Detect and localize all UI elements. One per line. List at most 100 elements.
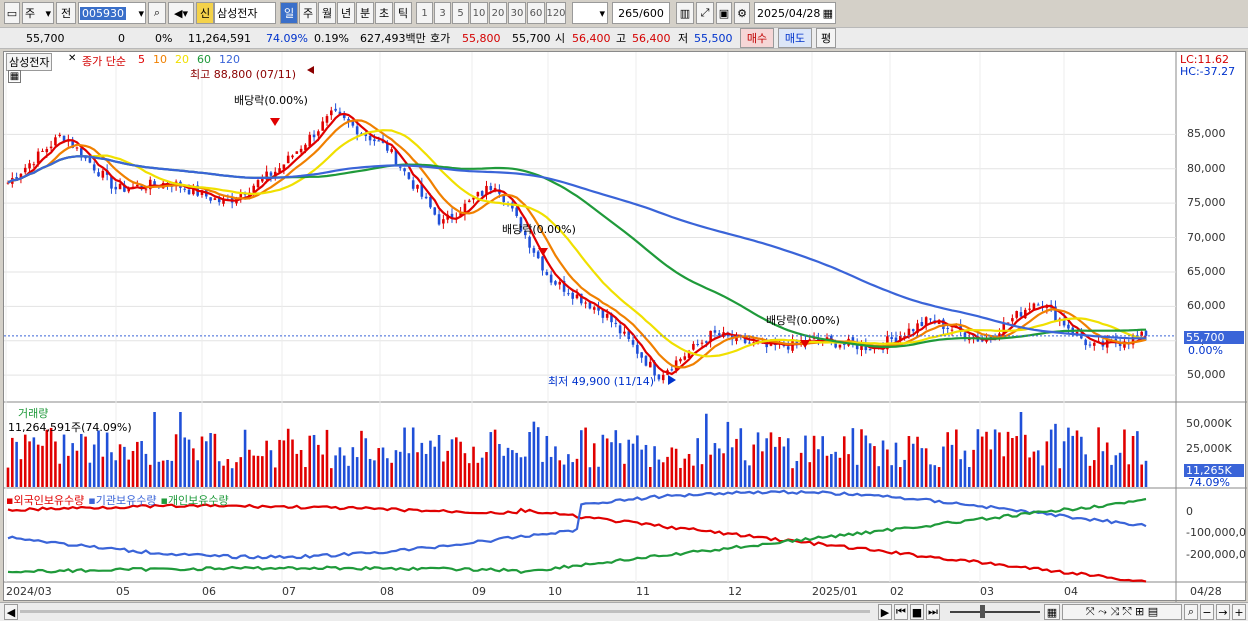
scrollbar-track[interactable] [20, 610, 870, 613]
volume-bar [347, 465, 350, 487]
period-button-4[interactable]: 분 [356, 2, 374, 24]
period-button-6[interactable]: 틱 [394, 2, 412, 24]
candle-body [101, 170, 105, 178]
volume-bar [730, 447, 734, 487]
period-button-0[interactable]: 일 [280, 2, 298, 24]
count-field[interactable]: 265/600 [612, 2, 670, 24]
sell-button[interactable]: 매도 [778, 28, 812, 48]
volume-bar [980, 436, 984, 487]
volume-bar [687, 453, 691, 487]
holdings-line-foreign [7, 503, 1147, 583]
period-button-5[interactable]: 초 [375, 2, 393, 24]
volume-bar [976, 429, 980, 487]
ma-line-120 [7, 155, 1146, 340]
date-field[interactable]: 2025/04/28 ▦ [754, 2, 836, 24]
interval-button-1[interactable]: 1 [416, 2, 433, 24]
candle-body [153, 181, 156, 186]
volume-bar [1075, 430, 1079, 487]
new-button[interactable]: 신 [196, 2, 214, 24]
volume-bar [11, 437, 14, 487]
candle-body [429, 196, 432, 208]
period-button-2[interactable]: 월 [318, 2, 336, 24]
speaker-icon[interactable]: ◀▾ [168, 2, 194, 24]
candle-body [640, 352, 643, 358]
volume-bar [226, 459, 230, 487]
volume-tick-1: 50,000K [1186, 417, 1232, 430]
volume-bar [993, 429, 997, 487]
volume-bar [847, 454, 850, 487]
scroll-left-icon[interactable]: ◀ [4, 604, 18, 620]
volume-bar [773, 446, 777, 487]
volume-bar [278, 439, 281, 487]
rewind-icon[interactable]: ⏮ [894, 604, 908, 620]
volume-bar [942, 446, 945, 487]
candle-body [911, 329, 915, 332]
stop-icon[interactable]: ■ [910, 604, 924, 620]
candle-body [342, 113, 346, 119]
volume-bar [1088, 465, 1092, 487]
volume-bar [523, 456, 527, 487]
grid-toggle-icon[interactable]: ▦ [8, 70, 21, 83]
volume-bar [330, 468, 333, 487]
candle-body [942, 319, 945, 330]
draw-tools-icon[interactable]: ⤢ [696, 2, 714, 24]
change-percent: 0% [155, 31, 173, 45]
interval-button-20[interactable]: 20 [489, 2, 507, 24]
volume-bar [506, 447, 510, 487]
zoom-search-icon[interactable]: ⌕ [1184, 604, 1198, 620]
prev-button[interactable]: 전 [56, 2, 76, 24]
volume-bar [446, 450, 449, 487]
grid-icon[interactable]: ▦ [1044, 604, 1060, 620]
panel-close-icon[interactable]: ✕ [68, 53, 77, 64]
scroll-right-icon[interactable]: ▶ [878, 604, 892, 620]
eval-button[interactable]: 평 [816, 28, 836, 48]
interval-select[interactable]: ▾ [572, 2, 608, 24]
volume-bar [1062, 441, 1066, 487]
zoom-fit-icon[interactable]: → [1216, 604, 1230, 620]
chart-svg[interactable] [4, 52, 1247, 602]
quote-bar: 55,700 0 0% 11,264,591 74.09% 0.19% 627,… [0, 27, 1248, 49]
period-type-value: 주 [25, 7, 36, 20]
tool-icons[interactable]: ⤧ ⤳ ⤨ ⤲ ⊞ ▤ [1062, 604, 1182, 620]
period-button-1[interactable]: 주 [299, 2, 317, 24]
x-axis-label-0: 2024/03 [6, 585, 52, 598]
window-menu-icon[interactable]: ▭ [4, 2, 20, 24]
interval-button-30[interactable]: 30 [508, 2, 526, 24]
volume-bar [722, 453, 725, 487]
period-type-select[interactable]: 주 ▾ [22, 2, 54, 24]
save-icon[interactable]: ▣ [716, 2, 732, 24]
zoom-out-icon[interactable]: − [1200, 604, 1214, 620]
volume-bar [1058, 468, 1062, 487]
interval-button-120[interactable]: 120 [546, 2, 566, 24]
volume-bar [174, 434, 178, 487]
dividend-arrow-3 [800, 340, 810, 348]
zoom-slider-handle[interactable] [980, 605, 985, 618]
candle-body [592, 307, 596, 310]
candle-body [110, 176, 113, 189]
volume-bar [967, 467, 971, 487]
candle-body [687, 351, 691, 358]
interval-button-3[interactable]: 3 [434, 2, 451, 24]
zoom-slider[interactable] [950, 611, 1040, 613]
candle-body [864, 344, 868, 351]
candle-body [929, 318, 932, 320]
interval-button-60[interactable]: 60 [527, 2, 545, 24]
volume-bar [791, 468, 794, 487]
gear-icon[interactable]: ⚙ [734, 2, 750, 24]
period-button-3[interactable]: 년 [337, 2, 355, 24]
high-label: 고 [616, 32, 627, 45]
fast-forward-icon[interactable]: ⏭ [926, 604, 940, 620]
candle-body [480, 191, 484, 196]
stock-code-input[interactable]: 005930 ▾ [78, 2, 146, 24]
zoom-in-icon[interactable]: + [1232, 604, 1246, 620]
ma-legend-20: 20 [175, 53, 189, 66]
search-icon[interactable]: ⌕ [148, 2, 166, 24]
dividend-arrow-2 [538, 248, 548, 256]
interval-button-10[interactable]: 10 [470, 2, 488, 24]
volume-bar [924, 448, 928, 487]
chart-type-icon[interactable]: ▥ [676, 2, 694, 24]
volume-bar [713, 443, 717, 487]
holdings-line-institution [7, 489, 1147, 560]
interval-button-5[interactable]: 5 [452, 2, 469, 24]
buy-button[interactable]: 매수 [740, 28, 774, 48]
